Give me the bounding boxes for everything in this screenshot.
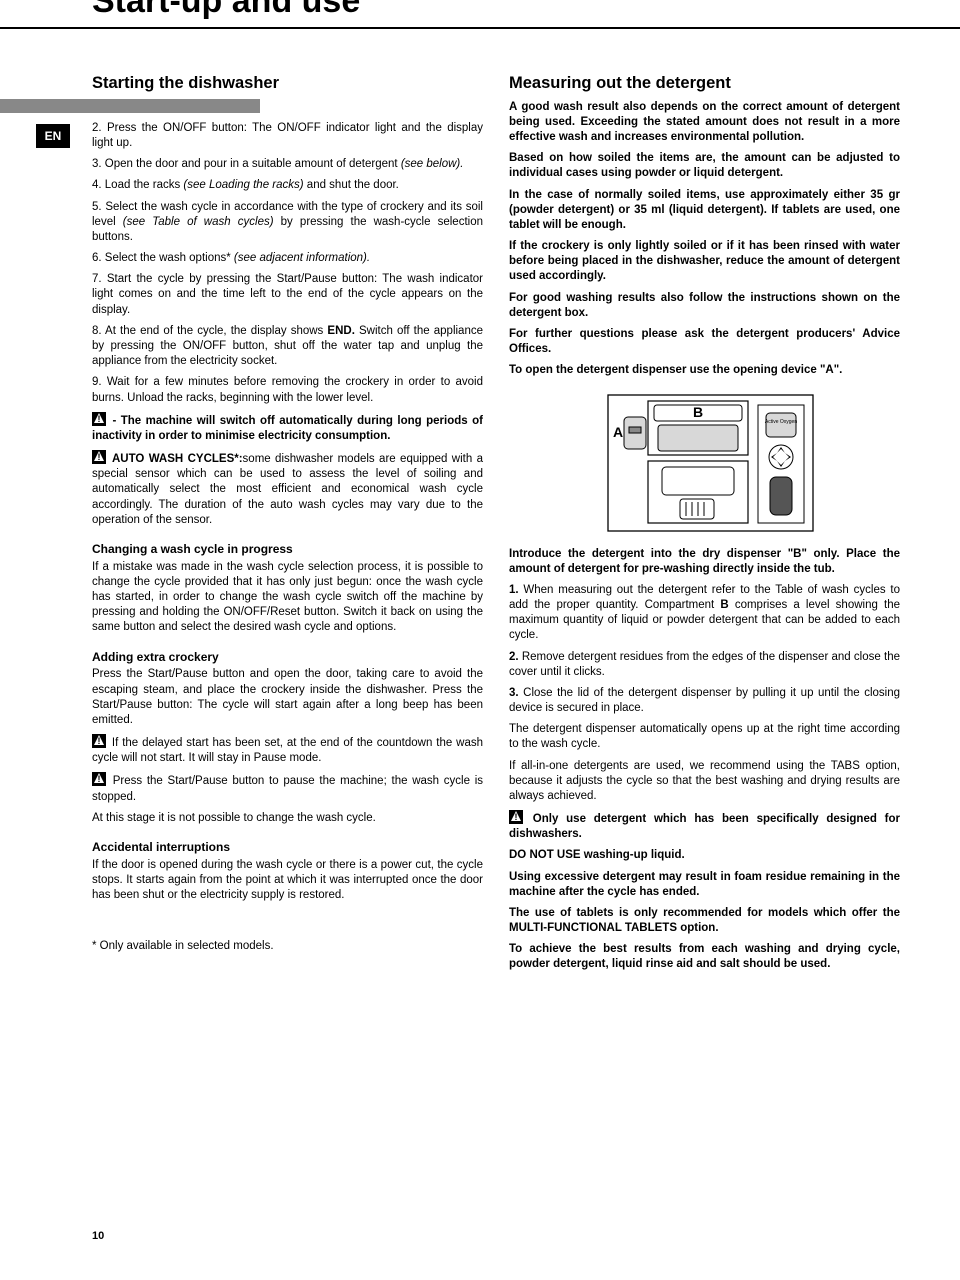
- auto-wash-cycles: AUTO WASH CYCLES*:some dishwasher models…: [92, 450, 483, 528]
- accidental-text: If the door is opened during the wash cy…: [92, 858, 483, 904]
- det-step-3b: The detergent dispenser automatically op…: [509, 722, 900, 752]
- step-8: 8. At the end of the cycle, the display …: [92, 324, 483, 370]
- heading-starting: Starting the dishwasher: [92, 73, 483, 95]
- det-step-2: 2. Remove detergent residues from the ed…: [509, 650, 900, 680]
- best-results: To achieve the best results from each wa…: [509, 942, 900, 972]
- det-step-1: 1. When measuring out the detergent refe…: [509, 583, 900, 644]
- foam-residue: Using excessive detergent may result in …: [509, 870, 900, 900]
- content-columns: Starting the dishwasher 1. Turn the wate…: [0, 29, 960, 979]
- det-box: For good washing results also follow the…: [509, 291, 900, 321]
- warn-detergent-only: Only use detergent which has been specif…: [509, 810, 900, 842]
- svg-text:B: B: [692, 404, 702, 420]
- det-intro: A good wash result also depends on the c…: [509, 100, 900, 146]
- warn-delayed-start: If the delayed start has been set, at th…: [92, 734, 483, 766]
- det-step-3: 3. Close the lid of the detergent dispen…: [509, 686, 900, 716]
- warning-icon: [509, 810, 523, 824]
- det-intro-b: Introduce the detergent into the dry dis…: [509, 547, 900, 577]
- heading-extra-crockery: Adding extra crockery: [92, 650, 483, 666]
- det-amount: In the case of normally soiled items, us…: [509, 188, 900, 234]
- warning-icon: [92, 450, 106, 464]
- step-6: 6. Select the wash options* (see adjacen…: [92, 251, 483, 266]
- header-stripe: [0, 99, 260, 113]
- step-4: 4. Load the racks (see Loading the racks…: [92, 178, 483, 193]
- right-column: Measuring out the detergent A good wash …: [509, 73, 900, 979]
- heading-accidental: Accidental interruptions: [92, 840, 483, 856]
- step-9: 9. Wait for a few minutes before removin…: [92, 375, 483, 405]
- svg-text:A: A: [612, 424, 622, 440]
- warn-pause-2: At this stage it is not possible to chan…: [92, 811, 483, 826]
- det-advice: For further questions please ask the det…: [509, 327, 900, 357]
- extra-crockery-text: Press the Start/Pause button and open th…: [92, 667, 483, 728]
- footnote: * Only available in selected models.: [92, 939, 483, 954]
- det-light: If the crockery is only lightly soiled o…: [509, 239, 900, 285]
- warning-icon: [92, 772, 106, 786]
- step-5: 5. Select the wash cycle in accordance w…: [92, 200, 483, 246]
- warn-pause: Press the Start/Pause button to pause th…: [92, 772, 483, 804]
- dispenser-figure: B A Active Oxygen: [580, 387, 830, 537]
- step-2: 2. Press the ON/OFF button: The ON/OFF i…: [92, 121, 483, 151]
- page-title: Start-up and use: [0, 0, 960, 29]
- lang-code: EN: [36, 124, 70, 148]
- step-3: 3. Open the door and pour in a suitable …: [92, 157, 483, 172]
- det-allinone: If all-in-one detergents are used, we re…: [509, 759, 900, 805]
- warning-icon: [92, 734, 106, 748]
- svg-text:Active Oxygen: Active Oxygen: [764, 419, 796, 425]
- no-washing-liquid: DO NOT USE washing-up liquid.: [509, 848, 900, 863]
- page-number: 10: [92, 1230, 104, 1242]
- det-open: To open the detergent dispenser use the …: [509, 363, 900, 378]
- step-7: 7. Start the cycle by pressing the Start…: [92, 272, 483, 318]
- warn-auto-off: - The machine will switch off automatica…: [92, 412, 483, 444]
- left-column: Starting the dishwasher 1. Turn the wate…: [92, 73, 483, 979]
- heading-change-cycle: Changing a wash cycle in progress: [92, 542, 483, 558]
- warning-icon: [92, 412, 106, 426]
- change-cycle-text: If a mistake was made in the wash cycle …: [92, 560, 483, 636]
- heading-detergent: Measuring out the detergent: [509, 73, 900, 95]
- det-adjust: Based on how soiled the items are, the a…: [509, 151, 900, 181]
- tablets-note: The use of tablets is only recommended f…: [509, 906, 900, 936]
